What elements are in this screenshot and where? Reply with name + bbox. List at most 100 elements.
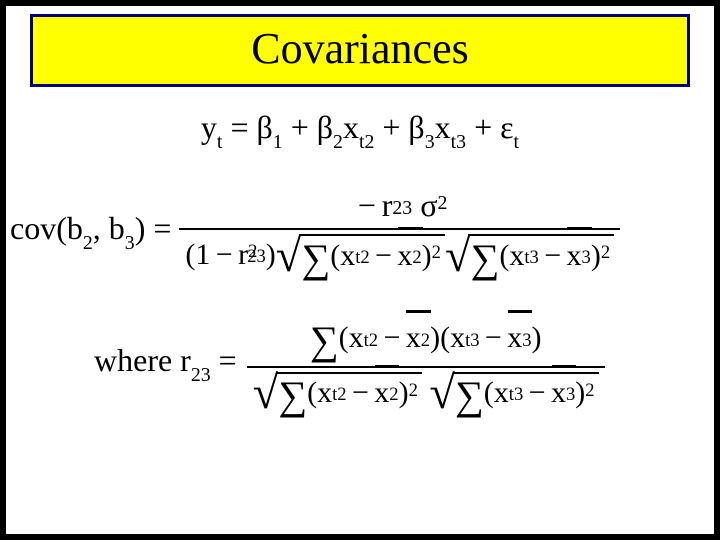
sigma-sup: 2 bbox=[437, 192, 447, 215]
beta: β bbox=[256, 109, 272, 145]
wradical-1: √ bbox=[253, 378, 279, 419]
xbar2-sub: 3 bbox=[582, 247, 591, 269]
wlp2: ( bbox=[440, 321, 450, 355]
where-pre: where r bbox=[94, 342, 191, 378]
wdx1-sub: t2 bbox=[332, 384, 346, 406]
cov-fraction: − r23 σ2 ( 1 − r223 ) √ ∑ ( xt2 − x2 )2 bbox=[179, 185, 620, 277]
den-minus: − bbox=[210, 238, 238, 272]
lp-2: ( bbox=[499, 239, 509, 273]
wdxb2: x bbox=[551, 376, 566, 410]
xbar1: x bbox=[397, 239, 412, 273]
sqrt-1: √ ∑ ( xt2 − x2 )2 bbox=[276, 234, 445, 275]
wdrp2: ) bbox=[575, 376, 585, 410]
sqrt-body-2: ∑ ( xt3 − x3 )2 bbox=[468, 234, 614, 275]
wdxb2-sub: 3 bbox=[566, 384, 575, 406]
wdxb1-sub: 2 bbox=[389, 384, 398, 406]
model-equation: yt = β1 + β2xt2 + β3xt3 + εt bbox=[6, 109, 714, 151]
wdsum2: ∑ bbox=[455, 372, 484, 419]
xb-sub: t3 bbox=[524, 247, 538, 269]
wdlp2: ( bbox=[484, 376, 494, 410]
wdxb1: x bbox=[374, 376, 389, 410]
y-sub: t bbox=[217, 131, 223, 153]
xbar1-sub: 2 bbox=[412, 247, 421, 269]
wsqrt-body-1: ∑ ( xt2 − x2 )2 bbox=[276, 372, 422, 413]
sum-1: ∑ bbox=[301, 235, 330, 282]
where-sub: 23 bbox=[191, 364, 211, 386]
wdm2: − bbox=[523, 376, 551, 410]
b1-sub: 1 bbox=[273, 131, 283, 153]
wdsq2: 2 bbox=[585, 380, 594, 402]
title-text: Covariances bbox=[251, 24, 468, 73]
wx1: x bbox=[349, 321, 364, 355]
wdlp1: ( bbox=[307, 376, 317, 410]
wm1: − bbox=[378, 321, 406, 355]
title-box: Covariances bbox=[30, 14, 690, 87]
wlp1: ( bbox=[339, 321, 349, 355]
wdsq1: 2 bbox=[409, 380, 418, 402]
rp-1: ) bbox=[422, 239, 432, 273]
y-var: y bbox=[201, 109, 217, 145]
wxb1-sub: 2 bbox=[421, 330, 430, 352]
wm2: − bbox=[480, 321, 508, 355]
rp-2: ) bbox=[591, 239, 601, 273]
r-sym: r bbox=[382, 187, 393, 224]
cov-denominator: ( 1 − r223 ) √ ∑ ( xt2 − x2 )2 √ ∑ bbox=[179, 232, 620, 277]
den-one: 1 bbox=[195, 238, 210, 272]
wxb2: x bbox=[507, 321, 522, 355]
wx1-sub: t2 bbox=[364, 330, 378, 352]
x2-sub: t2 bbox=[359, 131, 374, 153]
wdrp1: ) bbox=[399, 376, 409, 410]
wdm1: − bbox=[347, 376, 375, 410]
plus-1: + bbox=[291, 109, 317, 145]
x3-sub: t3 bbox=[451, 131, 466, 153]
b2-sub: 2 bbox=[333, 131, 343, 153]
where-fraction: ∑ ( xt2 − x2 ) ( xt3 − x3 ) √ ∑ ( xt2 − … bbox=[247, 313, 605, 415]
wsum: ∑ bbox=[310, 317, 339, 364]
x-2: x bbox=[343, 109, 359, 145]
where-numerator: ∑ ( xt2 − x2 ) ( xt3 − x3 ) bbox=[304, 313, 548, 364]
cov-numerator: − r23 σ2 bbox=[346, 185, 453, 226]
plus-3: + bbox=[474, 109, 500, 145]
wsqrt-body-2: ∑ ( xt3 − x3 )2 bbox=[453, 372, 599, 413]
wsqrt-1: √ ∑ ( xt2 − x2 )2 bbox=[253, 372, 422, 413]
wxb1: x bbox=[406, 321, 421, 355]
lp-1: ( bbox=[330, 239, 340, 273]
wradical-2: √ bbox=[429, 378, 455, 419]
sqrt-body-1: ∑ ( xt2 − x2 )2 bbox=[299, 234, 445, 275]
sigma-sym: σ bbox=[420, 187, 437, 224]
den-close: ) bbox=[266, 238, 276, 272]
wdx2-sub: t3 bbox=[509, 384, 523, 406]
cov-s2: 3 bbox=[125, 232, 135, 254]
where-post: = bbox=[211, 342, 237, 378]
den-open: ( bbox=[185, 238, 195, 272]
wrp2: ) bbox=[532, 321, 542, 355]
sum-2: ∑ bbox=[470, 235, 499, 282]
cov-formula-row: cov(b2, b3) = − r23 σ2 ( 1 − r223 ) √ ∑ … bbox=[6, 185, 714, 277]
where-label: where r23 = bbox=[94, 342, 237, 384]
xa-sub: t2 bbox=[355, 247, 369, 269]
sqrt-2: √ ∑ ( xt3 − x3 )2 bbox=[445, 234, 614, 275]
neg-sign: − bbox=[352, 187, 382, 224]
xm1: − bbox=[370, 239, 398, 273]
wx2: x bbox=[450, 321, 465, 355]
xb: x bbox=[509, 239, 524, 273]
cov-pre: cov(b bbox=[10, 210, 83, 246]
wxb2-sub: 3 bbox=[522, 330, 531, 352]
cov-post: ) = bbox=[135, 210, 172, 246]
wdsum1: ∑ bbox=[278, 372, 307, 419]
epsilon: ε bbox=[500, 109, 513, 145]
wrp1: ) bbox=[430, 321, 440, 355]
wdx1: x bbox=[317, 376, 332, 410]
den-r-sub: 23 bbox=[247, 246, 266, 268]
plus-2: + bbox=[382, 109, 408, 145]
beta-3: β bbox=[408, 109, 424, 145]
sq-1: 2 bbox=[432, 242, 441, 264]
wx2-sub: t3 bbox=[465, 330, 479, 352]
wdx2: x bbox=[494, 376, 509, 410]
x-3: x bbox=[435, 109, 451, 145]
where-formula-row: where r23 = ∑ ( xt2 − x2 ) ( xt3 − x3 ) … bbox=[6, 313, 714, 415]
sq-2: 2 bbox=[601, 242, 610, 264]
equals: = bbox=[230, 109, 256, 145]
xm2: − bbox=[539, 239, 567, 273]
cov-mid: , b bbox=[93, 210, 125, 246]
